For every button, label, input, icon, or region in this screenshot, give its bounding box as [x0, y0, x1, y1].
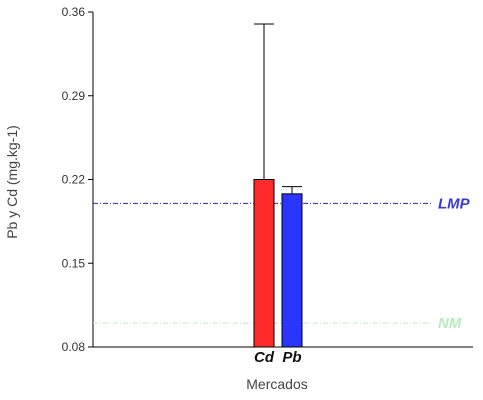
bar-pb — [281, 193, 303, 348]
bars — [253, 23, 303, 348]
y-tick-label: 0.36 — [62, 5, 86, 19]
reference-lines: LMP NM — [93, 195, 471, 332]
labels: Cd Pb — [254, 349, 302, 366]
y-tick-label: 0.15 — [62, 256, 86, 270]
y-tick-label: 0.22 — [62, 173, 86, 187]
y-axis-title: Pb y Cd (mg.kg-1) — [4, 125, 20, 239]
bar-cd — [253, 179, 275, 348]
category-label-cd: Cd — [254, 349, 275, 366]
category-label-pb: Pb — [282, 349, 301, 366]
reference-label-lmp: LMP — [438, 195, 471, 212]
y-tick-label: 0.29 — [62, 89, 86, 103]
axes: 0.08 0.15 0.22 0.29 0.36 — [62, 5, 473, 354]
x-axis-title: Mercados — [246, 376, 307, 392]
reference-label-nm: NM — [438, 315, 462, 332]
y-tick-label: 0.08 — [62, 340, 86, 354]
